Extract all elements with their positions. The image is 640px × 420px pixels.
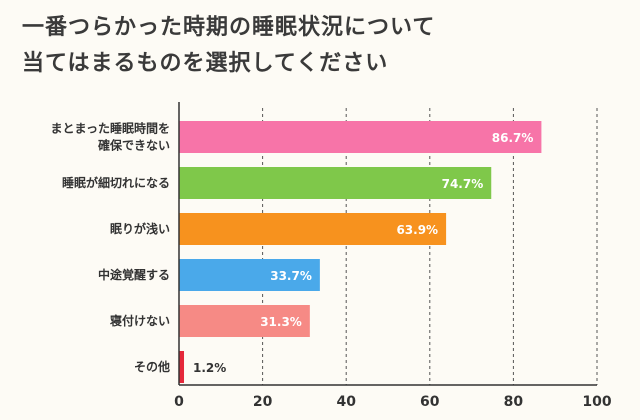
- category-label-5: 寝付けない: [110, 313, 170, 328]
- bar-2: [179, 167, 492, 199]
- value-label-3: 63.9%: [396, 223, 438, 237]
- category-label-1-line-1: まとまった睡眠時間を: [50, 121, 170, 136]
- value-label-2: 74.7%: [442, 177, 484, 191]
- bar-5: [179, 305, 310, 337]
- chart-title-line-1: 一番つらかった時期の睡眠状況について: [22, 15, 436, 40]
- value-label-4: 33.7%: [270, 269, 312, 283]
- category-label-3: 眠りが浅い: [110, 221, 170, 236]
- x-axis: 0 20 40 60 80 100: [174, 102, 612, 410]
- chart-title: 一番つらかった時期の睡眠状況について 当てはまるものを選択してください: [22, 10, 435, 82]
- x-tick-label-0: 0: [174, 394, 184, 410]
- value-label-1: 86.7%: [492, 131, 534, 145]
- bar-6: [179, 351, 185, 383]
- value-label-6: 1.2%: [193, 361, 226, 375]
- chart-title-line-2: 当てはまるものを選択してください: [22, 51, 389, 76]
- x-tick-label-80: 80: [504, 394, 524, 410]
- category-label-2: 睡眠が細切れになる: [62, 175, 170, 190]
- bar-4: [179, 259, 320, 291]
- x-tick-label-100: 100: [582, 394, 611, 410]
- grid-lines: [262, 108, 598, 385]
- bar-3: [179, 213, 447, 245]
- category-label-1-line-2: 確保できない: [98, 138, 170, 153]
- x-tick-label-40: 40: [336, 394, 356, 410]
- category-label-6: その他: [134, 359, 170, 374]
- x-tick-label-60: 60: [420, 394, 440, 410]
- x-tick-label-20: 20: [253, 394, 273, 410]
- value-label-5: 31.3%: [260, 315, 302, 329]
- category-label-4: 中途覚醒する: [98, 267, 170, 282]
- bar-1: [179, 121, 542, 153]
